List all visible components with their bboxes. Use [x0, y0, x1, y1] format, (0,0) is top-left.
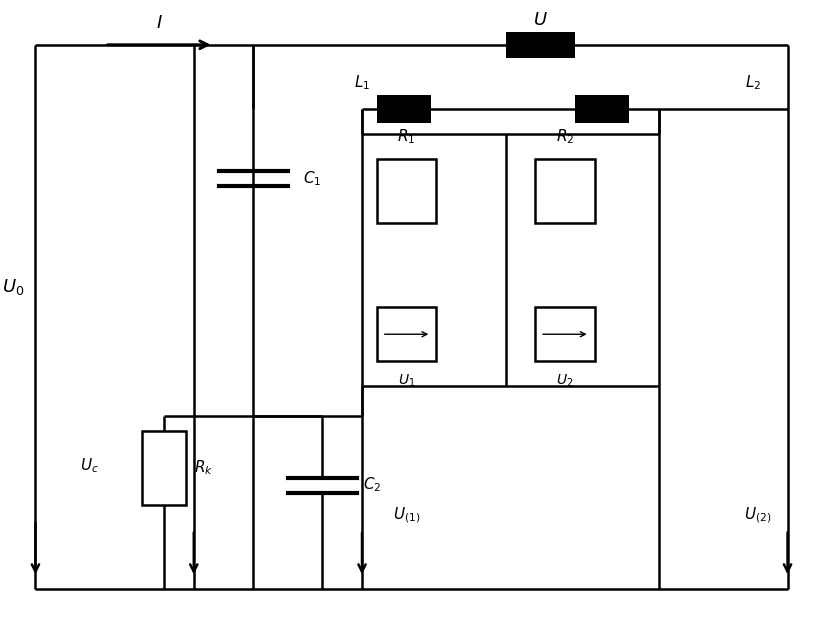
Text: $R_2$: $R_2$ — [555, 128, 573, 146]
Bar — [377, 95, 431, 123]
Text: $L_1$: $L_1$ — [354, 73, 369, 92]
Bar — [377, 159, 436, 223]
Text: $U_{(1)}$: $U_{(1)}$ — [392, 505, 419, 524]
Bar — [535, 159, 594, 223]
Text: $C_2$: $C_2$ — [362, 476, 381, 494]
Text: $L_2$: $L_2$ — [744, 73, 760, 92]
Text: $U_c$: $U_c$ — [80, 456, 99, 474]
Bar — [574, 95, 628, 123]
Bar — [143, 431, 186, 505]
Bar — [535, 307, 594, 362]
Bar — [505, 32, 574, 57]
Text: $U_0$: $U_0$ — [2, 277, 25, 297]
Text: $I$: $I$ — [156, 14, 162, 32]
Text: $U_{(2)}$: $U_{(2)}$ — [744, 505, 771, 524]
Bar — [377, 307, 436, 362]
Text: $R_k$: $R_k$ — [194, 458, 213, 477]
Text: $R_1$: $R_1$ — [397, 128, 415, 146]
Text: $C_1$: $C_1$ — [303, 169, 321, 188]
Text: $U_1$: $U_1$ — [397, 373, 414, 389]
Text: $U_2$: $U_2$ — [555, 373, 572, 389]
Text: $U$: $U$ — [532, 11, 547, 29]
